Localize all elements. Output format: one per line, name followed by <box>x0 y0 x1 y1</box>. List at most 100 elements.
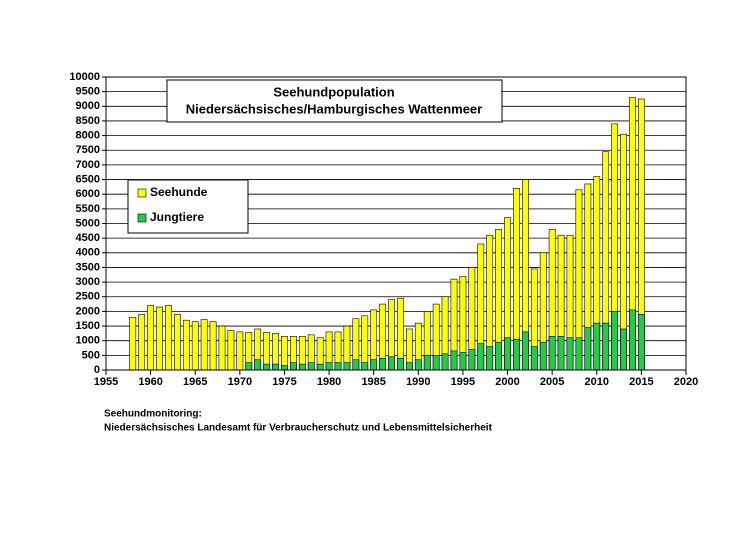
bar <box>334 362 342 371</box>
y-tick-label: 500 <box>82 349 100 361</box>
legend-swatch <box>137 213 147 223</box>
legend-box <box>127 179 249 234</box>
y-tick-label: 4500 <box>76 232 100 244</box>
y-tick-label: 4000 <box>76 247 100 259</box>
bar <box>343 362 351 371</box>
x-tick-label: 1990 <box>406 376 430 388</box>
legend-label: Jungtiere <box>150 210 204 224</box>
x-tick-label: 2000 <box>495 376 519 388</box>
y-tick-label: 8500 <box>76 115 100 127</box>
bar <box>289 362 297 371</box>
y-tick-label: 5000 <box>76 217 100 229</box>
bar <box>245 362 253 371</box>
bar <box>325 362 333 371</box>
bar <box>637 314 645 371</box>
bar <box>316 363 324 371</box>
x-tick-label: 2010 <box>585 376 609 388</box>
plot-border <box>105 76 687 371</box>
x-tick-label: 2005 <box>540 376 564 388</box>
bar <box>236 331 244 371</box>
y-tick-label: 6000 <box>76 188 100 200</box>
bar <box>432 355 440 371</box>
bar <box>281 365 288 371</box>
y-tick-label: 10000 <box>69 71 100 83</box>
y-tick-label: 1500 <box>76 320 100 332</box>
bar <box>468 349 476 371</box>
bar <box>495 341 503 371</box>
x-tick-label: 2020 <box>674 376 698 388</box>
bar <box>388 356 395 371</box>
y-tick-label: 9000 <box>76 100 100 112</box>
x-tick-label: 1965 <box>183 376 207 388</box>
legend-swatch <box>137 188 147 198</box>
bar <box>441 353 449 371</box>
y-tick-label: 9500 <box>76 86 100 98</box>
bar <box>450 350 458 371</box>
y-tick-label: 2000 <box>76 305 100 317</box>
bar <box>147 305 155 371</box>
bar <box>620 328 627 371</box>
bar <box>530 346 538 371</box>
bar <box>281 336 288 371</box>
x-tick-label: 1955 <box>94 376 118 388</box>
bar <box>227 330 235 371</box>
bar <box>263 363 271 371</box>
bar <box>173 314 181 371</box>
x-tick-label: 1985 <box>361 376 385 388</box>
bar <box>602 322 610 371</box>
bar <box>513 338 520 371</box>
bar <box>575 337 583 371</box>
chart-subtitle: Niedersächsisches/Hamburgisches Wattenme… <box>186 101 482 116</box>
bar <box>566 337 574 371</box>
bar <box>477 343 485 371</box>
bar <box>129 316 137 371</box>
bar <box>397 357 404 371</box>
bar <box>352 359 360 371</box>
bar <box>557 336 565 371</box>
title-box <box>166 79 503 123</box>
x-tick-label: 1970 <box>228 376 252 388</box>
bar <box>548 336 556 371</box>
bar <box>156 306 163 371</box>
legend-label: Seehunde <box>150 185 208 199</box>
bar <box>414 359 422 371</box>
bar <box>379 357 387 371</box>
bar <box>200 319 208 371</box>
bar <box>593 322 601 371</box>
x-tick-label: 1980 <box>317 376 341 388</box>
y-tick-label: 0 <box>94 364 100 376</box>
x-tick-label: 1995 <box>451 376 475 388</box>
bar <box>539 341 547 371</box>
y-tick-label: 7000 <box>76 159 100 171</box>
bar <box>584 327 592 371</box>
bar <box>423 355 431 371</box>
x-tick-label: 2015 <box>629 376 653 388</box>
y-tick-label: 3500 <box>76 261 100 273</box>
plot-area: 0 500 1000 1500 2000 2500 3000 3500 4000 4500 5000… <box>69 71 698 388</box>
bar <box>521 331 529 371</box>
bar <box>629 309 636 371</box>
bar <box>218 325 226 371</box>
y-tick-label: 5500 <box>76 203 100 215</box>
y-tick-label: 7500 <box>76 144 100 156</box>
bar <box>182 319 190 371</box>
bar <box>504 337 511 371</box>
bar <box>209 321 217 371</box>
bar <box>405 362 413 371</box>
bar <box>191 321 199 371</box>
bar <box>459 352 467 371</box>
y-tick-label: 8000 <box>76 130 100 142</box>
bar <box>370 359 378 371</box>
chart-title: Seehundpopulation <box>273 84 394 99</box>
bar <box>611 311 619 371</box>
y-tick-label: 1000 <box>76 335 100 347</box>
source: Seehundmonitoring: <box>104 409 202 420</box>
bar <box>486 346 494 371</box>
x-tick-label: 1975 <box>272 376 296 388</box>
bar <box>307 362 315 371</box>
bar <box>298 363 306 371</box>
bar <box>165 305 172 371</box>
bar <box>272 363 279 371</box>
y-tick-label: 3000 <box>76 276 100 288</box>
